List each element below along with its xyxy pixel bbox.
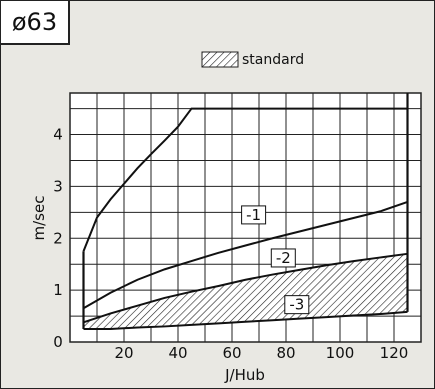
legend-label: standard (242, 52, 304, 68)
size-badge: ø63 (1, 1, 70, 45)
y-axis-label: m/sec (30, 196, 48, 241)
curve-label: -2 (276, 249, 291, 267)
curve-labels: -1 -2 -3 (241, 205, 310, 315)
y-tick-label: 1 (53, 281, 63, 299)
tick-labels: 20 40 60 80 100 120 0 1 2 3 4 (53, 126, 408, 363)
curve-label-box (270, 248, 296, 268)
standard-range-area (83, 253, 408, 330)
data-layer (82, 93, 409, 331)
x-tick-label: 20 (114, 344, 133, 362)
x-tick-label: 100 (326, 344, 355, 362)
upper-limit-curve (82, 107, 408, 252)
x-tick-label: 80 (276, 344, 295, 362)
x-axis-label: J/Hub (224, 366, 265, 384)
series-line (83, 200, 408, 310)
legend-swatch (201, 51, 239, 68)
curve-label: -1 (246, 206, 261, 224)
y-tick-label: 4 (53, 126, 63, 144)
series-line (83, 252, 408, 324)
series-line (83, 310, 408, 331)
curve-label-box (241, 205, 267, 225)
curve-label-box (284, 295, 310, 315)
curve-label: -3 (289, 296, 304, 314)
x-tick-label: 60 (222, 344, 241, 362)
y-tick-label: 0 (53, 333, 63, 351)
y-tick-label: 2 (53, 229, 63, 247)
y-tick-label: 3 (53, 177, 63, 195)
x-tick-label: 120 (380, 344, 409, 362)
x-tick-label: 40 (168, 344, 187, 362)
